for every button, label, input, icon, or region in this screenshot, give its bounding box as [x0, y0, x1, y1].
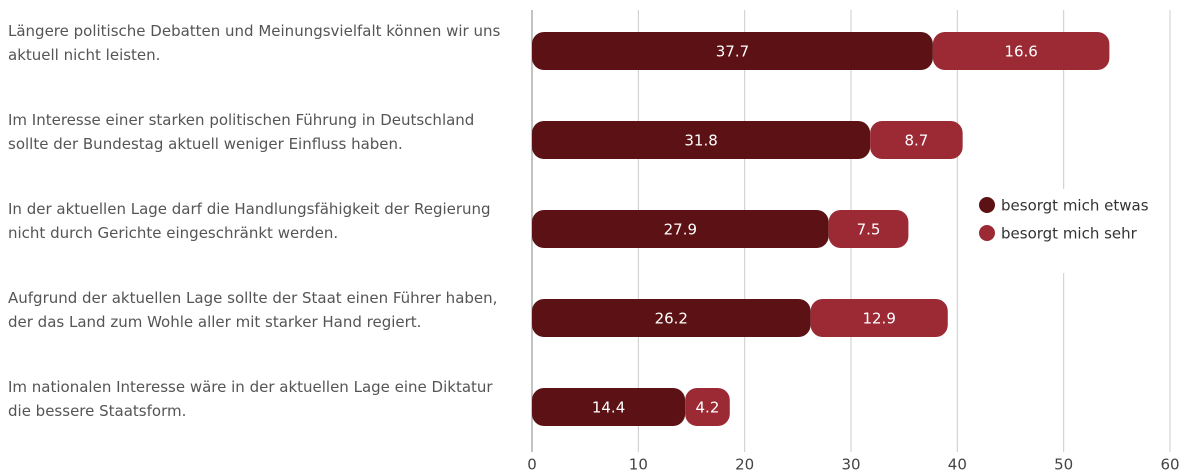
- category-label: Aufgrund der aktuellen Lage sollte der S…: [8, 289, 498, 331]
- value-label: 12.9: [862, 310, 895, 328]
- x-tick-label: 40: [948, 456, 967, 474]
- legend-label: besorgt mich etwas: [1001, 197, 1149, 215]
- value-label: 37.7: [716, 43, 749, 61]
- bar: [532, 210, 829, 248]
- bar: [932, 32, 1110, 70]
- x-tick-label: 0: [527, 456, 537, 474]
- legend-label: besorgt mich sehr: [1001, 225, 1138, 243]
- bar: [532, 121, 871, 159]
- x-tick-label: 50: [1054, 456, 1073, 474]
- value-label: 16.6: [1004, 43, 1037, 61]
- value-label: 7.5: [857, 221, 881, 239]
- category-label: Im nationalen Interesse wäre in der aktu…: [8, 378, 493, 420]
- bar: [828, 210, 909, 248]
- x-tick-label: 10: [629, 456, 648, 474]
- bar: [532, 299, 811, 337]
- legend-marker: [979, 197, 995, 213]
- category-label: Längere politische Debatten und Meinungs…: [8, 22, 501, 64]
- category-label: Im Interesse einer starken politischen F…: [8, 111, 475, 153]
- value-label: 4.2: [696, 399, 720, 417]
- x-tick-label: 30: [841, 456, 860, 474]
- value-label: 14.4: [592, 399, 625, 417]
- bar: [685, 388, 730, 426]
- value-label: 31.8: [684, 132, 717, 150]
- category-label: In der aktuellen Lage darf die Handlungs…: [8, 200, 491, 242]
- bar: [532, 388, 686, 426]
- legend-background: [973, 189, 1168, 273]
- bar: [810, 299, 948, 337]
- value-label: 26.2: [655, 310, 688, 328]
- value-label: 27.9: [664, 221, 697, 239]
- x-tick-label: 60: [1160, 456, 1179, 474]
- x-tick-label: 20: [735, 456, 754, 474]
- value-label: 8.7: [904, 132, 928, 150]
- bar: [870, 121, 963, 159]
- legend-marker: [979, 225, 995, 241]
- bar: [532, 32, 933, 70]
